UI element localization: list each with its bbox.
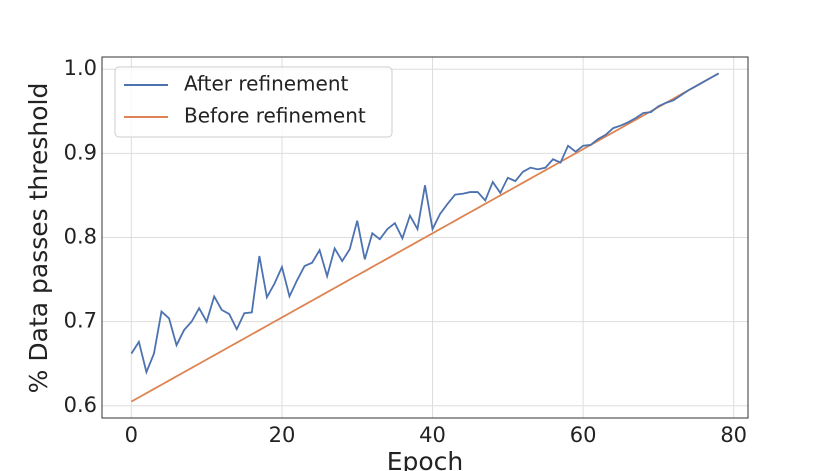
y-tick-label: 0.7 <box>64 309 97 333</box>
legend-label: Before refinement <box>184 104 366 128</box>
legend-box <box>114 66 393 138</box>
data-line <box>130 72 720 376</box>
y-tick-label: 0.8 <box>64 225 97 249</box>
x-tick-label: 40 <box>419 423 446 447</box>
y-axis-label: % Data passes threshold <box>24 83 53 394</box>
x-tick-label: 80 <box>720 423 747 447</box>
legend-label: After refinement <box>184 72 349 96</box>
y-tick-label: 0.6 <box>64 393 97 417</box>
data-line <box>130 72 720 403</box>
x-axis-label: Epoch <box>387 447 464 471</box>
x-tick-label: 20 <box>269 423 296 447</box>
plot-frame <box>101 56 749 419</box>
x-tick-label: 60 <box>570 423 597 447</box>
x-tick-label: 0 <box>125 423 138 447</box>
y-tick-label: 0.9 <box>64 140 97 164</box>
y-tick-label: 1.0 <box>64 56 97 80</box>
